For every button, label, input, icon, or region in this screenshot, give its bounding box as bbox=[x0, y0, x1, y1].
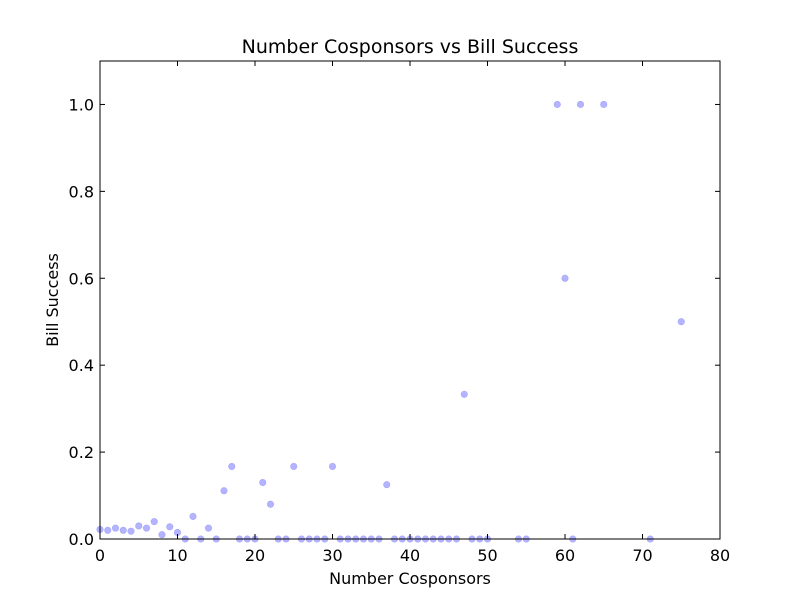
data-point bbox=[111, 524, 120, 532]
data-point bbox=[576, 100, 585, 109]
data-point bbox=[561, 274, 569, 282]
data-point bbox=[290, 462, 298, 471]
data-point bbox=[677, 318, 685, 326]
x-tick-label: 50 bbox=[477, 546, 497, 565]
data-point bbox=[328, 462, 337, 471]
data-point bbox=[266, 500, 275, 508]
x-axis-label: Number Cosponsors bbox=[329, 569, 491, 588]
data-point bbox=[189, 512, 197, 521]
data-point bbox=[204, 524, 213, 532]
x-tick-label: 10 bbox=[167, 546, 187, 565]
x-tick-label: 30 bbox=[322, 546, 342, 565]
points-layer bbox=[96, 100, 685, 543]
plot-area-frame bbox=[99, 60, 721, 540]
data-point bbox=[460, 390, 468, 398]
data-point bbox=[166, 523, 174, 531]
x-tick-label: 60 bbox=[555, 546, 575, 565]
data-point bbox=[553, 100, 561, 109]
data-point bbox=[142, 524, 151, 532]
y-tick-label: 1.0 bbox=[69, 95, 94, 114]
y-tick-label: 0.4 bbox=[69, 356, 94, 375]
data-point bbox=[104, 526, 112, 534]
x-tick-label: 0 bbox=[95, 546, 105, 565]
x-tick-label: 70 bbox=[632, 546, 652, 565]
data-point bbox=[600, 100, 608, 109]
data-point bbox=[135, 522, 143, 530]
data-point bbox=[119, 526, 127, 534]
data-point bbox=[127, 527, 135, 535]
x-tick-label: 40 bbox=[400, 546, 420, 565]
y-tick-label: 0.0 bbox=[69, 530, 94, 549]
data-point bbox=[228, 462, 236, 471]
ticks-layer: 0 10 20 30 40 50 60 70 80 0.0 0.2 0.4 0.6 0.8 1.0 bbox=[69, 61, 730, 565]
x-tick-label: 80 bbox=[710, 546, 730, 565]
y-tick-label: 0.2 bbox=[69, 443, 94, 462]
data-point bbox=[259, 478, 267, 487]
data-point bbox=[158, 531, 166, 539]
y-tick-label: 0.8 bbox=[69, 182, 94, 201]
y-tick-label: 0.6 bbox=[69, 269, 94, 288]
data-point bbox=[220, 487, 228, 495]
data-point bbox=[383, 481, 391, 489]
x-tick-label: 20 bbox=[245, 546, 265, 565]
data-point bbox=[150, 518, 158, 526]
chart-title: Number Cosponsors vs Bill Success bbox=[242, 36, 579, 58]
y-axis-label: Bill Success bbox=[43, 253, 62, 347]
